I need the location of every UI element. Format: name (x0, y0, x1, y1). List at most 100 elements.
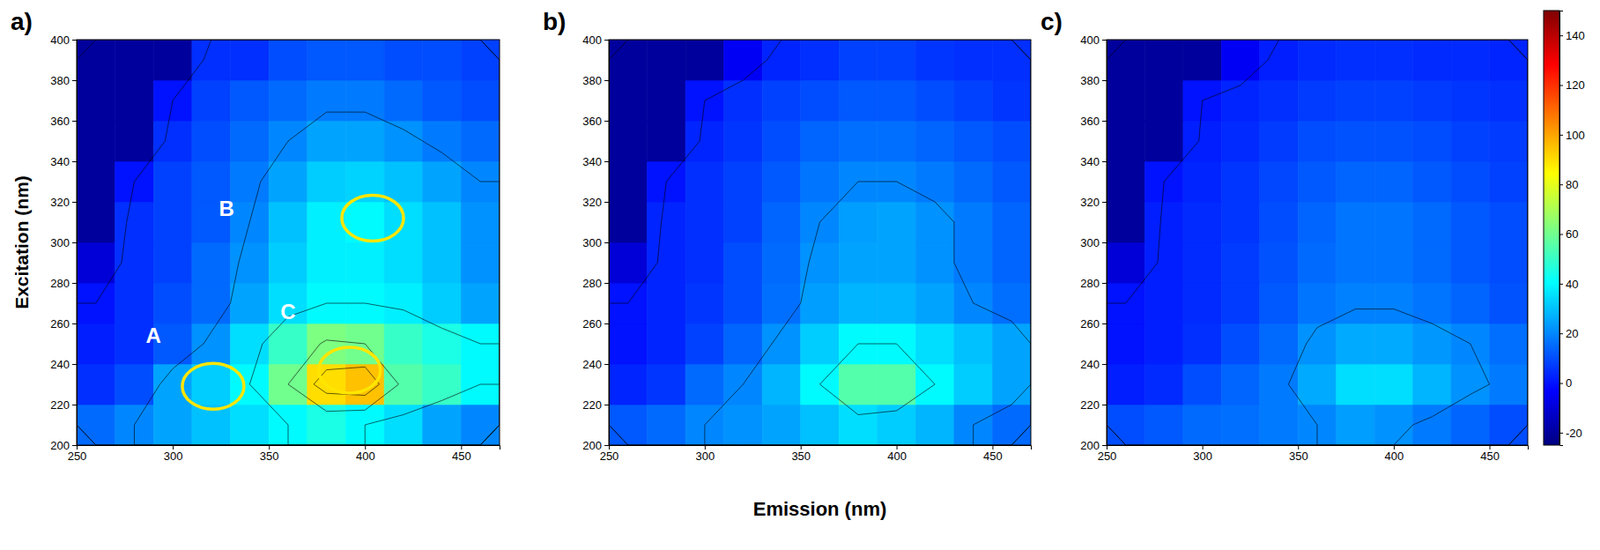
tick-label: 300 (582, 236, 602, 250)
tick: 40 (1559, 277, 1578, 291)
heat-cell (685, 120, 725, 162)
heat-cell (460, 201, 500, 243)
heat-cell (307, 80, 347, 121)
heat-cell (384, 161, 423, 202)
tick-mark (604, 161, 609, 163)
heat-cell (838, 363, 878, 405)
heat-cell (877, 282, 917, 324)
heat-cell (384, 39, 423, 81)
tick-label: 120 (1565, 78, 1586, 92)
heat-cell (685, 363, 725, 405)
plot-area (608, 39, 1031, 445)
tick-label: 250 (1097, 449, 1118, 463)
heat-cell (153, 404, 193, 445)
heat-cell (422, 282, 462, 324)
tick-mark (72, 201, 77, 203)
heat-cell (608, 80, 648, 121)
heat-cell (608, 404, 648, 445)
tick-mark (1102, 282, 1107, 284)
tick: 400 (1385, 444, 1405, 463)
heat-cell (1144, 120, 1183, 162)
heat-cell (915, 39, 955, 81)
heat-cell (800, 282, 840, 324)
heat-cell (1489, 282, 1528, 324)
heat-cell (307, 161, 347, 202)
panel: 2503003504004502002202402602803003203403… (10, 7, 501, 463)
heat-cell (384, 363, 423, 405)
tick: 250 (1097, 444, 1118, 463)
heat-cell (647, 282, 687, 324)
axis-title: Emission (nm) (753, 497, 888, 520)
tick-mark (1102, 444, 1107, 446)
heat-cell (1259, 120, 1298, 162)
heat-cell (384, 282, 423, 324)
tick-label: 250 (600, 449, 620, 463)
heat-cell (153, 282, 193, 324)
heat-cell (153, 39, 193, 81)
contour-line (76, 39, 500, 445)
heat-cell (762, 282, 801, 324)
tick: 60 (1559, 227, 1578, 241)
tick-label: 400 (1385, 449, 1405, 463)
axis-line (1102, 40, 1108, 446)
tick: 340 (1080, 155, 1107, 169)
tick: 280 (1080, 276, 1107, 290)
heat-cell (1297, 161, 1336, 202)
heat-cell (800, 161, 840, 202)
tick-mark (604, 201, 609, 203)
tick-mark (1559, 85, 1563, 87)
heat-cell (1259, 39, 1298, 81)
heat-cell (685, 201, 725, 243)
tick: 400 (887, 444, 907, 463)
panel-letter: c) (1040, 7, 1063, 36)
x-axis: 250300350400450 (1097, 444, 1529, 463)
heat-cell (1297, 201, 1336, 243)
plot-frame (76, 39, 500, 445)
heat-cell (307, 201, 347, 243)
heat-cell (1221, 404, 1260, 445)
tick: 250 (600, 444, 620, 463)
heat-cell (1489, 161, 1528, 202)
heat-cell (954, 323, 993, 364)
heat-cell (1374, 39, 1413, 81)
tick: 220 (50, 398, 77, 412)
annotation-label: A (146, 323, 162, 348)
heat-cell (115, 39, 155, 81)
heat-cell (1221, 80, 1260, 121)
tick-label: 0 (1565, 376, 1572, 390)
heat-cell (192, 363, 231, 405)
heat-cell (1489, 201, 1528, 243)
heat-cell (1489, 80, 1528, 121)
tick-label: 340 (582, 155, 602, 169)
heat-cell (647, 80, 687, 121)
heat-cell (1451, 80, 1489, 121)
heat-cell (915, 120, 955, 162)
heat-cell (307, 242, 347, 283)
tick: 240 (50, 357, 77, 371)
tick-label: 220 (1080, 398, 1100, 412)
tick-mark (72, 282, 77, 284)
heat-cell (608, 161, 648, 202)
heat-cell (992, 80, 1031, 121)
axis-line (77, 445, 501, 451)
tick-mark (1102, 161, 1107, 163)
heat-cell (1297, 282, 1336, 324)
tick-label: 350 (791, 449, 811, 463)
heat-cell (115, 242, 155, 283)
heat-cell (838, 120, 878, 162)
heat-cell (230, 120, 270, 162)
tick-mark (1559, 234, 1563, 236)
heat-cell (992, 242, 1031, 283)
heat-cell (724, 323, 763, 364)
plot-area (1106, 39, 1528, 445)
heat-cell (1106, 161, 1145, 202)
heat-cell (1297, 120, 1336, 162)
heat-cell (608, 201, 648, 243)
tick-label: 40 (1565, 277, 1578, 291)
heat-cell (460, 282, 500, 324)
tick: 380 (50, 74, 77, 88)
heat-cell (307, 120, 347, 162)
heat-cell (1183, 404, 1222, 445)
heat-cell (115, 120, 155, 162)
heat-cell (1374, 404, 1413, 445)
